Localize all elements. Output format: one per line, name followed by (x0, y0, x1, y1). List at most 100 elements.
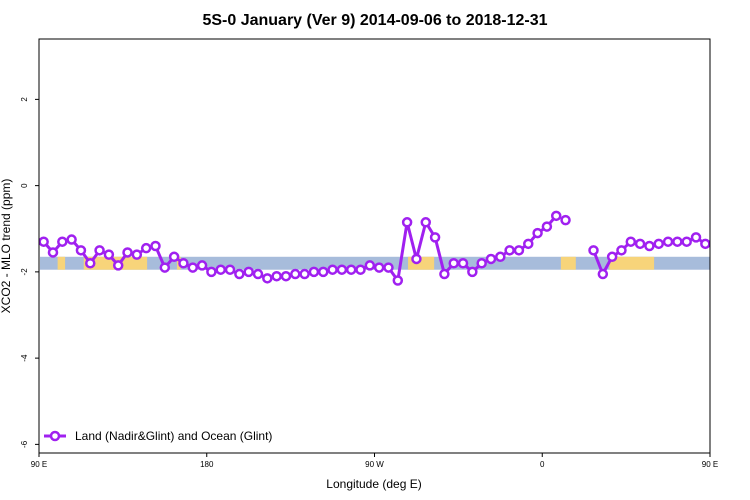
data-point (364, 260, 376, 271)
plot-frame (38, 38, 711, 454)
data-point (290, 268, 301, 280)
legend-entry-label: Land (Nadir&Glint) and Ocean (Glint) (75, 429, 272, 443)
data-point (476, 258, 487, 269)
data-point (523, 238, 534, 250)
data-point (234, 268, 245, 280)
legend: Land (Nadir&Glint) and Ocean (Glint) (44, 429, 272, 443)
x-axis-ticks: 90 E 180 90 W 0 90 E (31, 453, 718, 469)
data-point (597, 268, 609, 280)
data-point (66, 234, 77, 245)
land-band-segment (609, 256, 655, 270)
data-point (112, 260, 124, 271)
data-point (373, 262, 385, 273)
data-point (159, 262, 171, 273)
chart-title: 5S-0 January (Ver 9) 2014-09-06 to 2018-… (202, 12, 547, 29)
data-point (653, 238, 664, 250)
series-line (42, 214, 558, 282)
data-point (299, 268, 310, 280)
x-axis-label: Longitude (deg E) (326, 477, 421, 491)
data-point (729, 238, 737, 246)
data-point (672, 236, 683, 247)
data-point (140, 242, 152, 254)
data-point (709, 239, 710, 245)
y-axis-label: XCO2 - MLO trend (ppm) (0, 179, 13, 314)
data-point (206, 266, 217, 278)
data-point (420, 217, 432, 228)
data-point (504, 245, 515, 256)
land-band-segment (57, 256, 66, 270)
data-point (720, 251, 728, 259)
ocean-band (40, 256, 710, 270)
data-point (224, 264, 236, 275)
data-point (550, 210, 562, 222)
x-tick-label: 90 W (365, 460, 384, 469)
data-point (85, 258, 96, 269)
data-point (75, 245, 87, 256)
data-point (168, 251, 180, 263)
data-point (392, 275, 404, 286)
data-point (57, 236, 68, 247)
y-tick-label: 0 (20, 183, 29, 188)
data-point (327, 264, 338, 275)
data-point (532, 227, 543, 239)
data-point (39, 236, 49, 247)
data-point (215, 264, 226, 275)
x-tick-label: 90 E (31, 460, 47, 469)
data-point (271, 270, 282, 282)
data-point (262, 273, 273, 284)
data-point (690, 232, 702, 243)
y-axis-ticks: 2 0 -2 -4 -6 (20, 97, 39, 448)
data-point (616, 245, 627, 256)
data-point (401, 217, 413, 228)
data-point (662, 236, 674, 247)
data-point (448, 258, 459, 269)
y-tick-label: -2 (20, 268, 29, 276)
land-band-segment (560, 256, 576, 270)
x-tick-label: 90 E (702, 460, 718, 469)
data-point (308, 266, 320, 278)
data-point (739, 236, 747, 244)
data-point (429, 232, 441, 243)
data-point (439, 268, 450, 280)
data-point (634, 238, 646, 250)
data-point (383, 262, 394, 273)
data-point (196, 260, 208, 271)
data-point (588, 245, 599, 256)
data-point (485, 253, 497, 265)
data-point (681, 236, 692, 247)
data-point (103, 249, 115, 260)
legend-marker-swatch (49, 430, 61, 442)
data-point (467, 266, 478, 278)
data-point (457, 258, 469, 269)
data-point (513, 245, 525, 256)
data-point (355, 264, 366, 275)
data-point (178, 258, 189, 269)
x-tick-label: 0 (540, 460, 545, 469)
data-point (345, 264, 357, 275)
data-point (187, 262, 199, 273)
data-point (317, 266, 329, 278)
data-point (560, 214, 571, 226)
data-point (122, 247, 133, 258)
data-point (700, 238, 710, 250)
y-tick-label: 2 (20, 97, 29, 102)
data-point (336, 264, 348, 275)
data-point (47, 247, 59, 258)
data-point (150, 240, 161, 252)
data-point (495, 251, 506, 263)
data-point (541, 221, 553, 232)
x-tick-label: 180 (200, 460, 214, 469)
series-layer (39, 210, 747, 286)
y-tick-label: -4 (20, 354, 29, 362)
data-point (280, 270, 292, 282)
data-point (625, 236, 637, 247)
data-point (252, 268, 264, 280)
data-point (411, 253, 422, 265)
data-point (94, 245, 105, 256)
y-tick-label: -6 (20, 440, 29, 448)
data-point (131, 249, 143, 260)
data-point (243, 266, 254, 278)
data-point (644, 240, 655, 252)
data-point (606, 251, 618, 263)
